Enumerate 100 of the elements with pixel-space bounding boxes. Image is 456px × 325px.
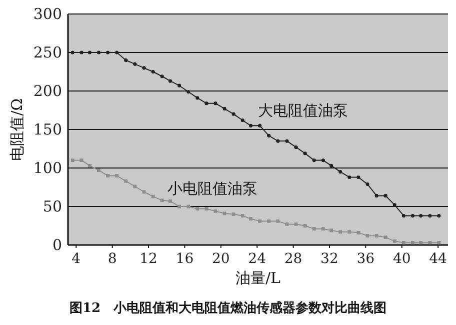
point xyxy=(419,240,423,244)
point xyxy=(356,230,360,234)
point xyxy=(106,174,110,178)
point xyxy=(428,214,432,218)
point xyxy=(249,217,252,221)
y-tick-label: 150 xyxy=(33,120,62,138)
x-tick-label: 24 xyxy=(248,251,266,267)
point xyxy=(392,203,396,207)
point xyxy=(276,139,280,143)
series-label: 小电阻值油泵 xyxy=(168,179,258,198)
point xyxy=(329,164,334,168)
point xyxy=(321,227,325,231)
point xyxy=(285,222,289,226)
series-label: 大电阻值油泵 xyxy=(258,101,348,120)
point xyxy=(222,106,226,111)
point xyxy=(115,174,119,178)
point xyxy=(124,58,128,62)
point xyxy=(88,50,92,54)
point xyxy=(222,212,226,216)
point xyxy=(402,214,406,218)
point xyxy=(142,190,146,194)
point xyxy=(258,219,262,223)
point xyxy=(177,84,182,88)
point xyxy=(437,214,441,218)
x-tick-label: 44 xyxy=(429,251,448,267)
point xyxy=(124,179,128,183)
point xyxy=(151,70,155,74)
point xyxy=(294,145,298,150)
point xyxy=(240,118,244,122)
point xyxy=(258,124,262,128)
point xyxy=(142,66,146,70)
point xyxy=(168,199,172,203)
point xyxy=(196,96,200,100)
y-tick-label: 0 xyxy=(52,236,62,254)
point xyxy=(402,240,406,244)
point xyxy=(186,90,190,94)
point xyxy=(348,175,352,180)
x-axis-title: 油量/L xyxy=(235,269,281,287)
point xyxy=(366,182,370,186)
point xyxy=(419,214,423,218)
point xyxy=(338,230,342,234)
y-tick-label: 250 xyxy=(33,44,62,62)
point xyxy=(267,134,271,138)
x-tick-label: 20 xyxy=(212,251,230,267)
point xyxy=(437,240,441,244)
point xyxy=(97,168,100,172)
point xyxy=(312,158,316,162)
point xyxy=(276,219,280,223)
x-tick-label: 36 xyxy=(356,251,375,267)
point xyxy=(428,240,432,244)
x-tick-label: 16 xyxy=(176,251,194,267)
point xyxy=(410,214,415,218)
point xyxy=(115,50,119,54)
point xyxy=(214,209,218,213)
point xyxy=(178,204,181,208)
x-tick-label: 4 xyxy=(72,251,81,267)
y-tick-label: 50 xyxy=(42,198,62,216)
point xyxy=(214,102,218,106)
point xyxy=(303,152,307,156)
point xyxy=(330,228,333,232)
point xyxy=(80,158,84,162)
point xyxy=(338,170,342,174)
point xyxy=(240,214,244,218)
point xyxy=(204,207,208,211)
point xyxy=(374,234,378,238)
point xyxy=(204,102,208,106)
point xyxy=(267,219,271,223)
point xyxy=(312,227,316,231)
point xyxy=(133,62,137,66)
point xyxy=(70,50,74,54)
point xyxy=(186,204,190,208)
y-tick-label: 300 xyxy=(33,5,62,23)
point xyxy=(196,207,200,211)
point xyxy=(106,50,110,54)
x-tick-label: 32 xyxy=(320,251,338,267)
caption: 图12 小电阻值和大电阻值燃油传感器参数对比曲线图 xyxy=(69,300,387,316)
point xyxy=(160,74,164,78)
point xyxy=(348,230,352,234)
point xyxy=(80,50,84,54)
point xyxy=(384,194,388,198)
point xyxy=(160,198,164,202)
y-tick-label: 200 xyxy=(33,82,62,100)
point xyxy=(321,158,325,162)
point xyxy=(248,124,253,128)
point xyxy=(232,212,236,216)
point xyxy=(285,139,289,143)
point xyxy=(70,158,74,162)
x-tick-label: 40 xyxy=(392,251,411,267)
point xyxy=(374,194,378,198)
point xyxy=(303,224,307,228)
x-tick-label: 28 xyxy=(284,251,302,267)
x-tick-label: 12 xyxy=(140,251,158,267)
point xyxy=(294,222,298,226)
point xyxy=(356,175,360,180)
point xyxy=(168,79,172,83)
point xyxy=(366,234,370,238)
point xyxy=(384,236,388,239)
point xyxy=(392,239,396,243)
y-tick-label: 100 xyxy=(33,159,62,177)
point xyxy=(96,50,101,54)
